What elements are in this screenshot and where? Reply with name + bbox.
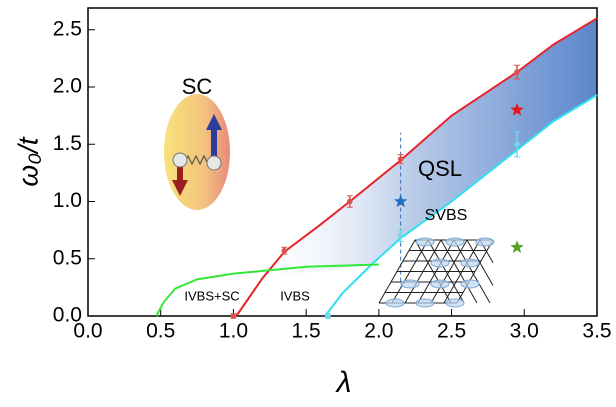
sc-inset [164,94,230,210]
x-tick-label: 3.5 [582,320,611,343]
lattice-bond [431,280,449,288]
phase-label: IVBS [280,288,310,303]
y-axis-label: ω₀/t [12,136,43,186]
page: {"chart_data": { "type": "phase", "xlabe… [0,0,616,407]
chart: 0.00.51.01.52.02.53.03.50.00.51.01.52.02… [0,0,616,402]
x-tick-label: 3.0 [510,320,539,343]
lattice-bond [446,299,464,307]
lattice-bond [416,299,434,307]
y-tick-label: 0.5 [53,246,82,269]
lattice-bond [416,238,434,246]
lattice-bond [476,238,494,246]
x-axis-label: λ [335,366,352,399]
data-point [514,141,520,147]
data-point [347,199,353,205]
x-tick-label: 2.0 [364,320,393,343]
lattice-bond [461,280,479,288]
y-tick-label: 1.5 [53,132,82,155]
lattice-bond [431,259,449,267]
lattice-bond [461,259,479,267]
y-tick-label: 0.0 [53,304,82,327]
y-tick-label: 2.5 [53,17,82,40]
data-point [514,69,520,75]
y-tick-label: 2.0 [53,75,82,98]
data-point [398,156,404,162]
svbs-lattice [379,238,494,307]
data-point [282,248,288,254]
plot-frame [88,8,597,316]
x-tick-label: 2.5 [437,320,466,343]
lattice-bond [386,299,404,307]
lattice-bond [401,280,419,288]
phase-label: QSL [418,156,462,181]
x-tick-label: 1.0 [219,320,248,343]
y-tick-label: 1.0 [53,189,82,212]
star-marker [510,240,523,253]
data-point [325,313,331,319]
lattice-bond [446,238,464,246]
x-tick-label: 0.5 [146,320,175,343]
data-point [398,233,404,239]
data-point [231,313,237,319]
phase-label: SVBS [425,207,468,224]
phase-label: IVBS+SC [184,288,239,303]
x-tick-label: 1.5 [292,320,321,343]
